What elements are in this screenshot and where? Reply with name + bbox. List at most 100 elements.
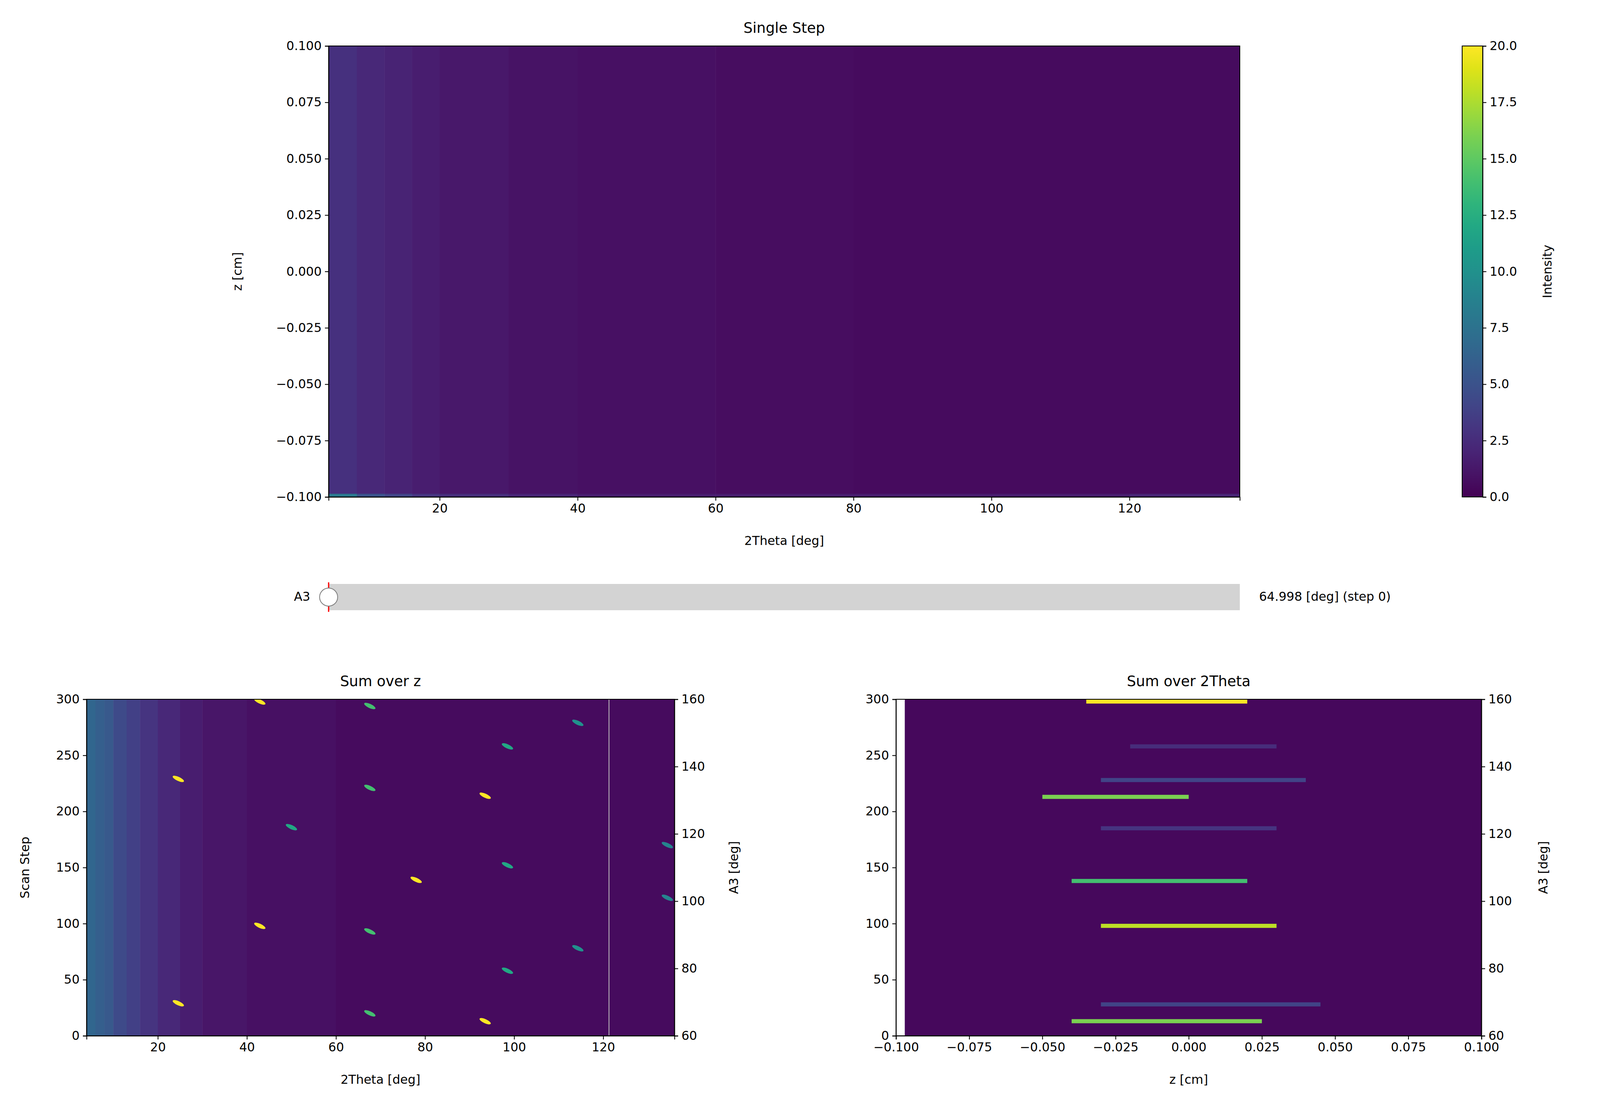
tick-mark [1482, 271, 1487, 272]
tick: 120 [1481, 826, 1512, 841]
tick: 20 [432, 496, 448, 516]
panel: 20406080100120−0.100−0.075−0.050−0.0250.… [230, 19, 1241, 548]
tick-label: 100 [1488, 893, 1512, 908]
tick: 200 [865, 803, 896, 819]
heatmap-cell [113, 699, 127, 1036]
heatmap-cell [180, 699, 203, 1036]
heatmap-cell [577, 45, 716, 494]
tick-label: 160 [681, 691, 705, 707]
tick-label: 200 [56, 803, 80, 819]
tick-mark [1482, 440, 1487, 442]
tick-label: −0.050 [276, 376, 322, 391]
tick-label: −0.050 [1019, 1039, 1066, 1054]
tick: 160 [1481, 691, 1512, 707]
tick-mark [1481, 833, 1486, 835]
x-axis: −0.100−0.075−0.050−0.0250.0000.0250.0500… [873, 1035, 1500, 1054]
tick: 300 [56, 691, 87, 707]
colorbar-title: Intensity [1540, 244, 1555, 299]
axis-line [324, 46, 330, 498]
tick-label: 50 [64, 971, 80, 987]
tick-mark [892, 754, 896, 756]
tick-label: 0.000 [1171, 1039, 1207, 1054]
tick-mark [674, 968, 679, 970]
heatmap-cell [411, 493, 440, 497]
tick-mark [335, 1035, 337, 1040]
tick: 150 [56, 859, 87, 875]
axis-line [1481, 699, 1486, 1036]
slider-handle[interactable] [319, 587, 338, 606]
tick-label: 20.0 [1489, 38, 1518, 53]
tick: −0.100 [276, 489, 329, 504]
tick-mark [1482, 384, 1487, 385]
tick-mark [1042, 1035, 1043, 1040]
plot-frame [896, 699, 1482, 1036]
y2-axis: 60 80 100 120 140 160 [1481, 691, 1512, 1043]
tick-mark [892, 1035, 896, 1037]
tick-label: 60 [708, 500, 724, 516]
tick: 80 [845, 496, 862, 516]
panel-title: Sum over 2Theta [1126, 672, 1251, 690]
peak [363, 1008, 377, 1018]
streak [1100, 825, 1277, 830]
plot-frame [328, 45, 1240, 497]
tick: 100 [502, 1035, 526, 1054]
tick-label: 5.0 [1489, 376, 1510, 391]
tick-label: 140 [1488, 758, 1512, 774]
panel-title: Single Step [743, 19, 825, 37]
tick: 60 [708, 496, 724, 516]
tick: 7.5 [1482, 320, 1510, 335]
tick: 2.5 [1482, 433, 1510, 448]
tick: 0.025 [286, 207, 329, 222]
tick-label: 80 [845, 500, 862, 516]
tick-mark [892, 923, 896, 924]
slider-value: 64.998 [deg] (step 0) [1259, 589, 1391, 604]
streak [1042, 794, 1189, 799]
tick-label: −0.075 [276, 433, 322, 448]
tick-label: 80 [1488, 960, 1504, 976]
figure: 20406080100120−0.100−0.075−0.050−0.0250.… [0, 0, 1600, 1108]
tick: 250 [865, 747, 896, 763]
tick-label: −0.075 [946, 1039, 992, 1054]
y-axis: 050100150200250300 [865, 691, 897, 1043]
tick: 50 [873, 971, 896, 987]
tick-mark [1482, 214, 1487, 216]
tick-mark [991, 496, 992, 501]
tick-label: 20 [432, 500, 448, 516]
tick: 60 [1481, 1028, 1504, 1043]
peak [478, 790, 492, 800]
tick-mark [324, 158, 329, 160]
tick-label: 0.100 [286, 38, 322, 53]
tick: 0.025 [1244, 1035, 1280, 1054]
tick: 200 [56, 803, 87, 819]
tick-mark [425, 1035, 426, 1040]
tick-label: 0 [881, 1028, 890, 1043]
tick-mark [1188, 1035, 1190, 1040]
tick-label: 200 [865, 803, 890, 819]
tick-mark [324, 440, 329, 442]
tick-mark [324, 384, 329, 385]
tick: 140 [674, 758, 705, 774]
y-axis: 050100150200250300 [56, 691, 87, 1043]
tick-label: 0.075 [1390, 1039, 1427, 1054]
tick-label: 160 [1488, 691, 1512, 707]
tick: 100 [865, 916, 896, 931]
tick-mark [892, 979, 896, 981]
peak [660, 840, 674, 850]
tick-label: 250 [865, 747, 890, 763]
tick-label: 0.000 [286, 264, 322, 279]
heatmap-cell [577, 493, 716, 497]
tick-label: 100 [502, 1039, 526, 1054]
tick-label: 140 [681, 758, 705, 774]
tick: 100 [674, 893, 705, 908]
tick-label: −0.025 [1092, 1039, 1139, 1054]
tick-mark [1481, 1035, 1486, 1037]
tick-mark [674, 900, 679, 902]
tick-label: 0.050 [1317, 1039, 1354, 1054]
heatmap-cell [715, 493, 854, 497]
tick-mark [892, 867, 896, 869]
tick-mark [1115, 1035, 1117, 1040]
tick: 10.0 [1482, 264, 1518, 279]
streak [1100, 1001, 1321, 1006]
peak [500, 966, 514, 976]
tick-label: 17.5 [1489, 94, 1518, 110]
